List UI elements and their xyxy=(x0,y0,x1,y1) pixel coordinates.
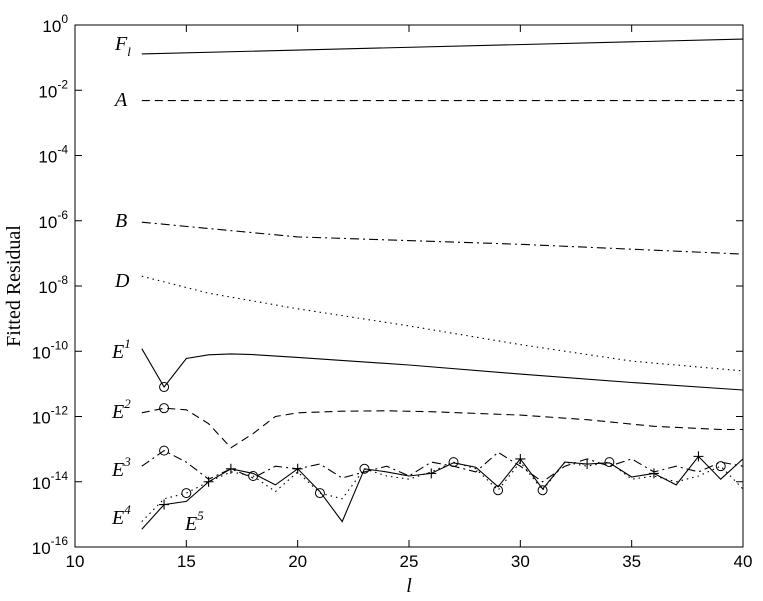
series-label-fl: Fl xyxy=(114,33,131,59)
series-line-fl xyxy=(141,38,744,55)
y-tick-label: 10-16 xyxy=(32,534,69,558)
series-line-e2 xyxy=(141,407,743,449)
data-point-e4 xyxy=(648,468,659,479)
data-point-e2 xyxy=(159,403,170,414)
series-label-e5: E5 xyxy=(184,508,204,535)
x-tick-label: 35 xyxy=(622,552,641,571)
data-point-e5 xyxy=(604,457,615,468)
series-label-b: B xyxy=(115,210,127,232)
data-point-e5 xyxy=(248,471,259,482)
series-label-e2: E2 xyxy=(111,396,131,423)
plot-frame xyxy=(74,24,744,548)
data-point-e4 xyxy=(515,453,526,464)
y-tick-label: 10-6 xyxy=(38,208,68,232)
x-axis-title: l xyxy=(406,575,412,597)
y-tick-label: 100 xyxy=(42,12,68,36)
data-point-e5 xyxy=(181,488,192,499)
data-point-e5 xyxy=(448,457,459,468)
series-label-d: D xyxy=(114,270,130,292)
y-tick-label: 10-8 xyxy=(38,273,68,297)
y-axis-title: Fitted Residual xyxy=(3,225,25,347)
data-point-e1 xyxy=(159,382,170,393)
x-tick-label: 25 xyxy=(400,552,419,571)
y-tick-label: 10-10 xyxy=(32,338,69,362)
data-point-e4 xyxy=(292,463,303,474)
data-point-e5 xyxy=(493,485,504,496)
data-point-e3 xyxy=(159,445,170,456)
data-point-e4 xyxy=(582,459,593,469)
data-point-e5 xyxy=(314,488,325,499)
series-label-e3: E3 xyxy=(111,454,131,481)
series-label-e4: E4 xyxy=(111,502,131,529)
x-tick-label: 10 xyxy=(66,552,85,571)
series-line-b xyxy=(141,221,744,255)
data-point-e4 xyxy=(426,468,437,479)
y-tick-label: 10-14 xyxy=(32,469,69,493)
y-tick-label: 10-12 xyxy=(32,404,69,428)
x-tick-label: 15 xyxy=(177,552,196,571)
x-tick-label: 40 xyxy=(734,552,753,571)
series-line-e4 xyxy=(141,455,744,530)
data-point-e5 xyxy=(359,463,370,474)
curve-labels: Fl A B D E1 E2 E3 E4 E5 xyxy=(111,33,204,535)
series-line-d xyxy=(141,275,744,372)
series-label-e1: E1 xyxy=(111,336,131,363)
y-tick-label: 10-4 xyxy=(38,143,68,167)
axis-ticks: 10 15 20 25 30 35 40 100 10-2 10-4 10-6 10-8 10-10 10… xyxy=(32,12,753,571)
data-point-e4 xyxy=(693,451,704,462)
data-point-e4 xyxy=(159,499,170,510)
data-point-e4 xyxy=(203,476,214,487)
series-line-e1 xyxy=(141,348,744,391)
x-tick-label: 20 xyxy=(288,552,307,571)
x-tick-label: 30 xyxy=(511,552,530,571)
data-point-e4 xyxy=(225,463,236,474)
series-layer xyxy=(141,38,744,530)
series-label-a: A xyxy=(113,89,128,111)
series-line-e3 xyxy=(141,449,744,483)
data-point-e5 xyxy=(537,485,548,496)
y-tick-label: 10-2 xyxy=(38,77,68,101)
data-point-e5 xyxy=(715,461,726,472)
